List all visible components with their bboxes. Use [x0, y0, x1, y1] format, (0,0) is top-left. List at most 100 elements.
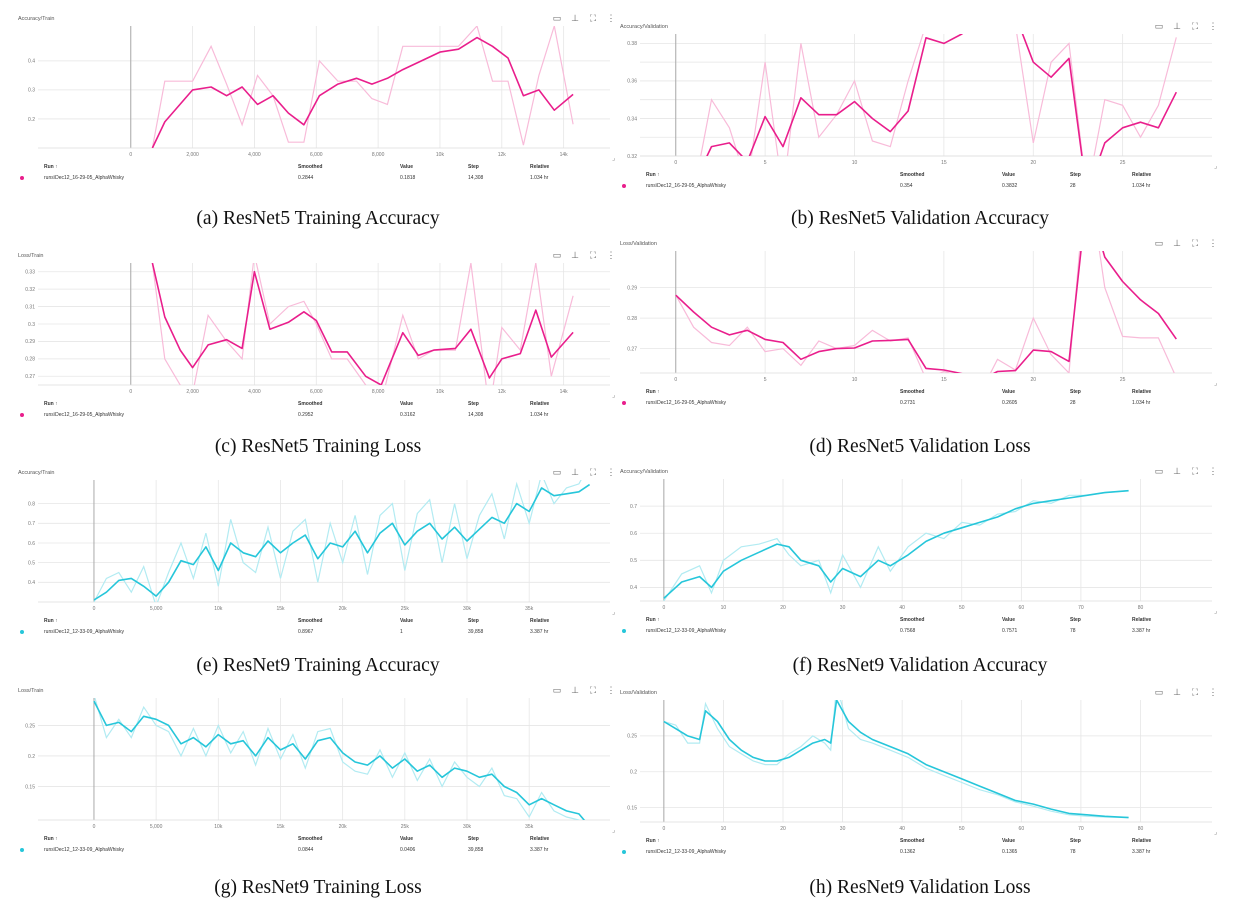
- series-raw-line: [663, 700, 1129, 818]
- fullscreen-icon[interactable]: ⛶: [589, 467, 597, 477]
- column-header-run[interactable]: Run ↑: [44, 164, 58, 170]
- image-icon[interactable]: ▭: [552, 250, 562, 260]
- more-vert-icon[interactable]: ⋮: [1208, 687, 1218, 697]
- resize-handle-icon[interactable]: ⌟: [612, 155, 616, 162]
- series-raw-line: [700, 34, 1177, 156]
- pin-icon[interactable]: ⊥: [571, 467, 579, 477]
- resize-handle-icon[interactable]: ⌟: [612, 609, 616, 616]
- x-tick-label: 4,000: [248, 389, 261, 395]
- fullscreen-icon[interactable]: ⛶: [589, 250, 597, 260]
- more-vert-icon[interactable]: ⋮: [606, 467, 616, 477]
- column-header-smoothed: Smoothed: [298, 164, 323, 170]
- pin-icon[interactable]: ⊥: [1173, 687, 1181, 697]
- x-tick-label: 2,000: [186, 152, 199, 158]
- x-tick-label: 50: [959, 826, 965, 832]
- fullscreen-icon[interactable]: ⛶: [1191, 466, 1199, 476]
- column-header-run[interactable]: Run ↑: [44, 401, 58, 407]
- run-color-dot: [20, 176, 24, 180]
- column-header-relative: Relative: [1132, 838, 1152, 844]
- y-tick-label: 0.2: [28, 754, 35, 760]
- column-header-run[interactable]: Run ↑: [646, 389, 660, 395]
- more-vert-icon[interactable]: ⋮: [1208, 466, 1218, 476]
- series-smoothed-line: [151, 36, 574, 148]
- x-tick-label: 14k: [560, 152, 569, 158]
- column-header-relative: Relative: [530, 836, 550, 842]
- fullscreen-icon[interactable]: ⛶: [589, 685, 597, 695]
- resize-handle-icon[interactable]: ⌟: [612, 827, 616, 834]
- x-tick-label: 50: [959, 605, 965, 611]
- y-tick-label: 0.2: [28, 117, 35, 123]
- fullscreen-icon[interactable]: ⛶: [1191, 238, 1199, 248]
- x-tick-label: 0: [662, 826, 665, 832]
- fullscreen-icon[interactable]: ⛶: [1191, 21, 1199, 31]
- column-header-value: Value: [400, 164, 414, 170]
- fullscreen-icon[interactable]: ⛶: [589, 13, 597, 23]
- more-vert-icon[interactable]: ⋮: [1208, 21, 1218, 31]
- figure-caption: (h) ResNet9 Validation Loss: [809, 877, 1031, 898]
- x-tick-label: 8,000: [372, 152, 385, 158]
- pin-icon[interactable]: ⊥: [1173, 466, 1181, 476]
- y-tick-label: 0.4: [28, 59, 35, 65]
- more-vert-icon[interactable]: ⋮: [606, 13, 616, 23]
- cell-smoothed: 0.2844: [298, 175, 314, 181]
- resize-handle-icon[interactable]: ⌟: [1214, 380, 1218, 387]
- resize-handle-icon[interactable]: ⌟: [1214, 829, 1218, 836]
- x-tick-label: 20: [1030, 160, 1036, 166]
- column-header-run[interactable]: Run ↑: [646, 838, 660, 844]
- x-tick-label: 10: [852, 160, 858, 166]
- pin-icon[interactable]: ⊥: [1173, 238, 1181, 248]
- x-tick-label: 12k: [498, 389, 507, 395]
- resize-handle-icon[interactable]: ⌟: [1214, 608, 1218, 615]
- x-tick-label: 70: [1078, 826, 1084, 832]
- cell-smoothed: 0.0844: [298, 847, 314, 853]
- more-vert-icon[interactable]: ⋮: [1208, 238, 1218, 248]
- column-header-relative: Relative: [1132, 617, 1152, 623]
- cell-step: 39,858: [468, 629, 484, 635]
- x-tick-label: 30: [840, 605, 846, 611]
- image-icon[interactable]: ▭: [552, 467, 562, 477]
- pin-icon[interactable]: ⊥: [571, 13, 579, 23]
- column-header-run[interactable]: Run ↑: [44, 618, 58, 624]
- more-vert-icon[interactable]: ⋮: [606, 250, 616, 260]
- chart-panel: Loss/Train ▭ ⊥ ⛶ ⋮ 0.27 0.28 0.29 0.3 0.31 0.32 0.3…: [18, 250, 618, 461]
- column-header-value: Value: [400, 618, 414, 624]
- fullscreen-icon[interactable]: ⛶: [1191, 687, 1199, 697]
- run-color-dot: [622, 401, 626, 405]
- x-tick-label: 15k: [276, 824, 285, 830]
- x-tick-label: 5: [764, 377, 767, 383]
- image-icon[interactable]: ▭: [1154, 687, 1164, 697]
- pin-icon[interactable]: ⊥: [571, 250, 579, 260]
- chart-plot: 0.2 0.3 0.4 0 2,000 4,000 6,000 8,000 10k 12k 14k: [28, 26, 610, 158]
- cell-smoothed: 0.354: [900, 183, 913, 189]
- image-icon[interactable]: ▭: [552, 685, 562, 695]
- pin-icon[interactable]: ⊥: [1173, 21, 1181, 31]
- x-tick-label: 10: [721, 605, 727, 611]
- table-row: runs\Dec12_12-33-09_AlphaWhisky 0.8967 1 39…: [18, 629, 618, 637]
- series-raw-line: [94, 698, 580, 820]
- y-tick-label: 0.36: [627, 79, 637, 85]
- cell-value: 0.1365: [1002, 849, 1018, 855]
- column-header-run[interactable]: Run ↑: [646, 172, 660, 178]
- pin-icon[interactable]: ⊥: [571, 685, 579, 695]
- column-header-value: Value: [400, 401, 414, 407]
- image-icon[interactable]: ▭: [1154, 466, 1164, 476]
- y-tick-label: 0.27: [25, 374, 35, 380]
- cell-relative: 3.387 hr: [530, 629, 549, 635]
- image-icon[interactable]: ▭: [552, 13, 562, 23]
- resize-handle-icon[interactable]: ⌟: [612, 392, 616, 399]
- image-icon[interactable]: ▭: [1154, 21, 1164, 31]
- series-smoothed-line: [663, 489, 1129, 599]
- chart-panel: Loss/Train ▭ ⊥ ⛶ ⋮ 0.15 0.2 0.25 0 5,000 10k 15k 20k…: [18, 685, 618, 896]
- resize-handle-icon[interactable]: ⌟: [1214, 163, 1218, 170]
- panel-toolbar: ▭ ⊥ ⛶ ⋮: [552, 685, 616, 696]
- figure-caption: (e) ResNet9 Training Accuracy: [196, 655, 440, 676]
- more-vert-icon[interactable]: ⋮: [606, 685, 616, 695]
- column-header-run[interactable]: Run ↑: [646, 617, 660, 623]
- cell-step: 39,858: [468, 847, 484, 853]
- cell-run: runs\Dec12_12-33-09_AlphaWhisky: [646, 849, 727, 855]
- cell-relative: 1.034 hr: [530, 175, 549, 181]
- column-header-run[interactable]: Run ↑: [44, 836, 58, 842]
- x-tick-label: 0: [674, 377, 677, 383]
- x-tick-label: 20k: [339, 824, 348, 830]
- image-icon[interactable]: ▭: [1154, 238, 1164, 248]
